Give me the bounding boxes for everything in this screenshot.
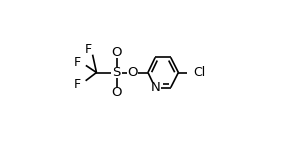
- Text: O: O: [112, 86, 122, 99]
- Text: S: S: [113, 66, 121, 79]
- Text: Cl: Cl: [193, 66, 205, 79]
- Text: F: F: [84, 43, 91, 56]
- Text: O: O: [112, 46, 122, 59]
- Text: N: N: [150, 81, 160, 94]
- Text: F: F: [74, 78, 81, 91]
- Text: O: O: [127, 66, 138, 79]
- Text: F: F: [74, 56, 81, 69]
